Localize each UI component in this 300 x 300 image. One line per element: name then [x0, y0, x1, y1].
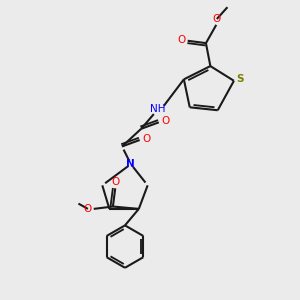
Text: O: O: [84, 204, 92, 214]
Text: NH: NH: [150, 104, 165, 114]
Text: N: N: [127, 159, 135, 169]
Text: O: O: [178, 35, 186, 45]
Text: O: O: [142, 134, 150, 143]
Text: O: O: [161, 116, 170, 126]
Text: O: O: [213, 14, 221, 24]
Text: O: O: [112, 177, 120, 187]
Text: S: S: [237, 74, 244, 84]
